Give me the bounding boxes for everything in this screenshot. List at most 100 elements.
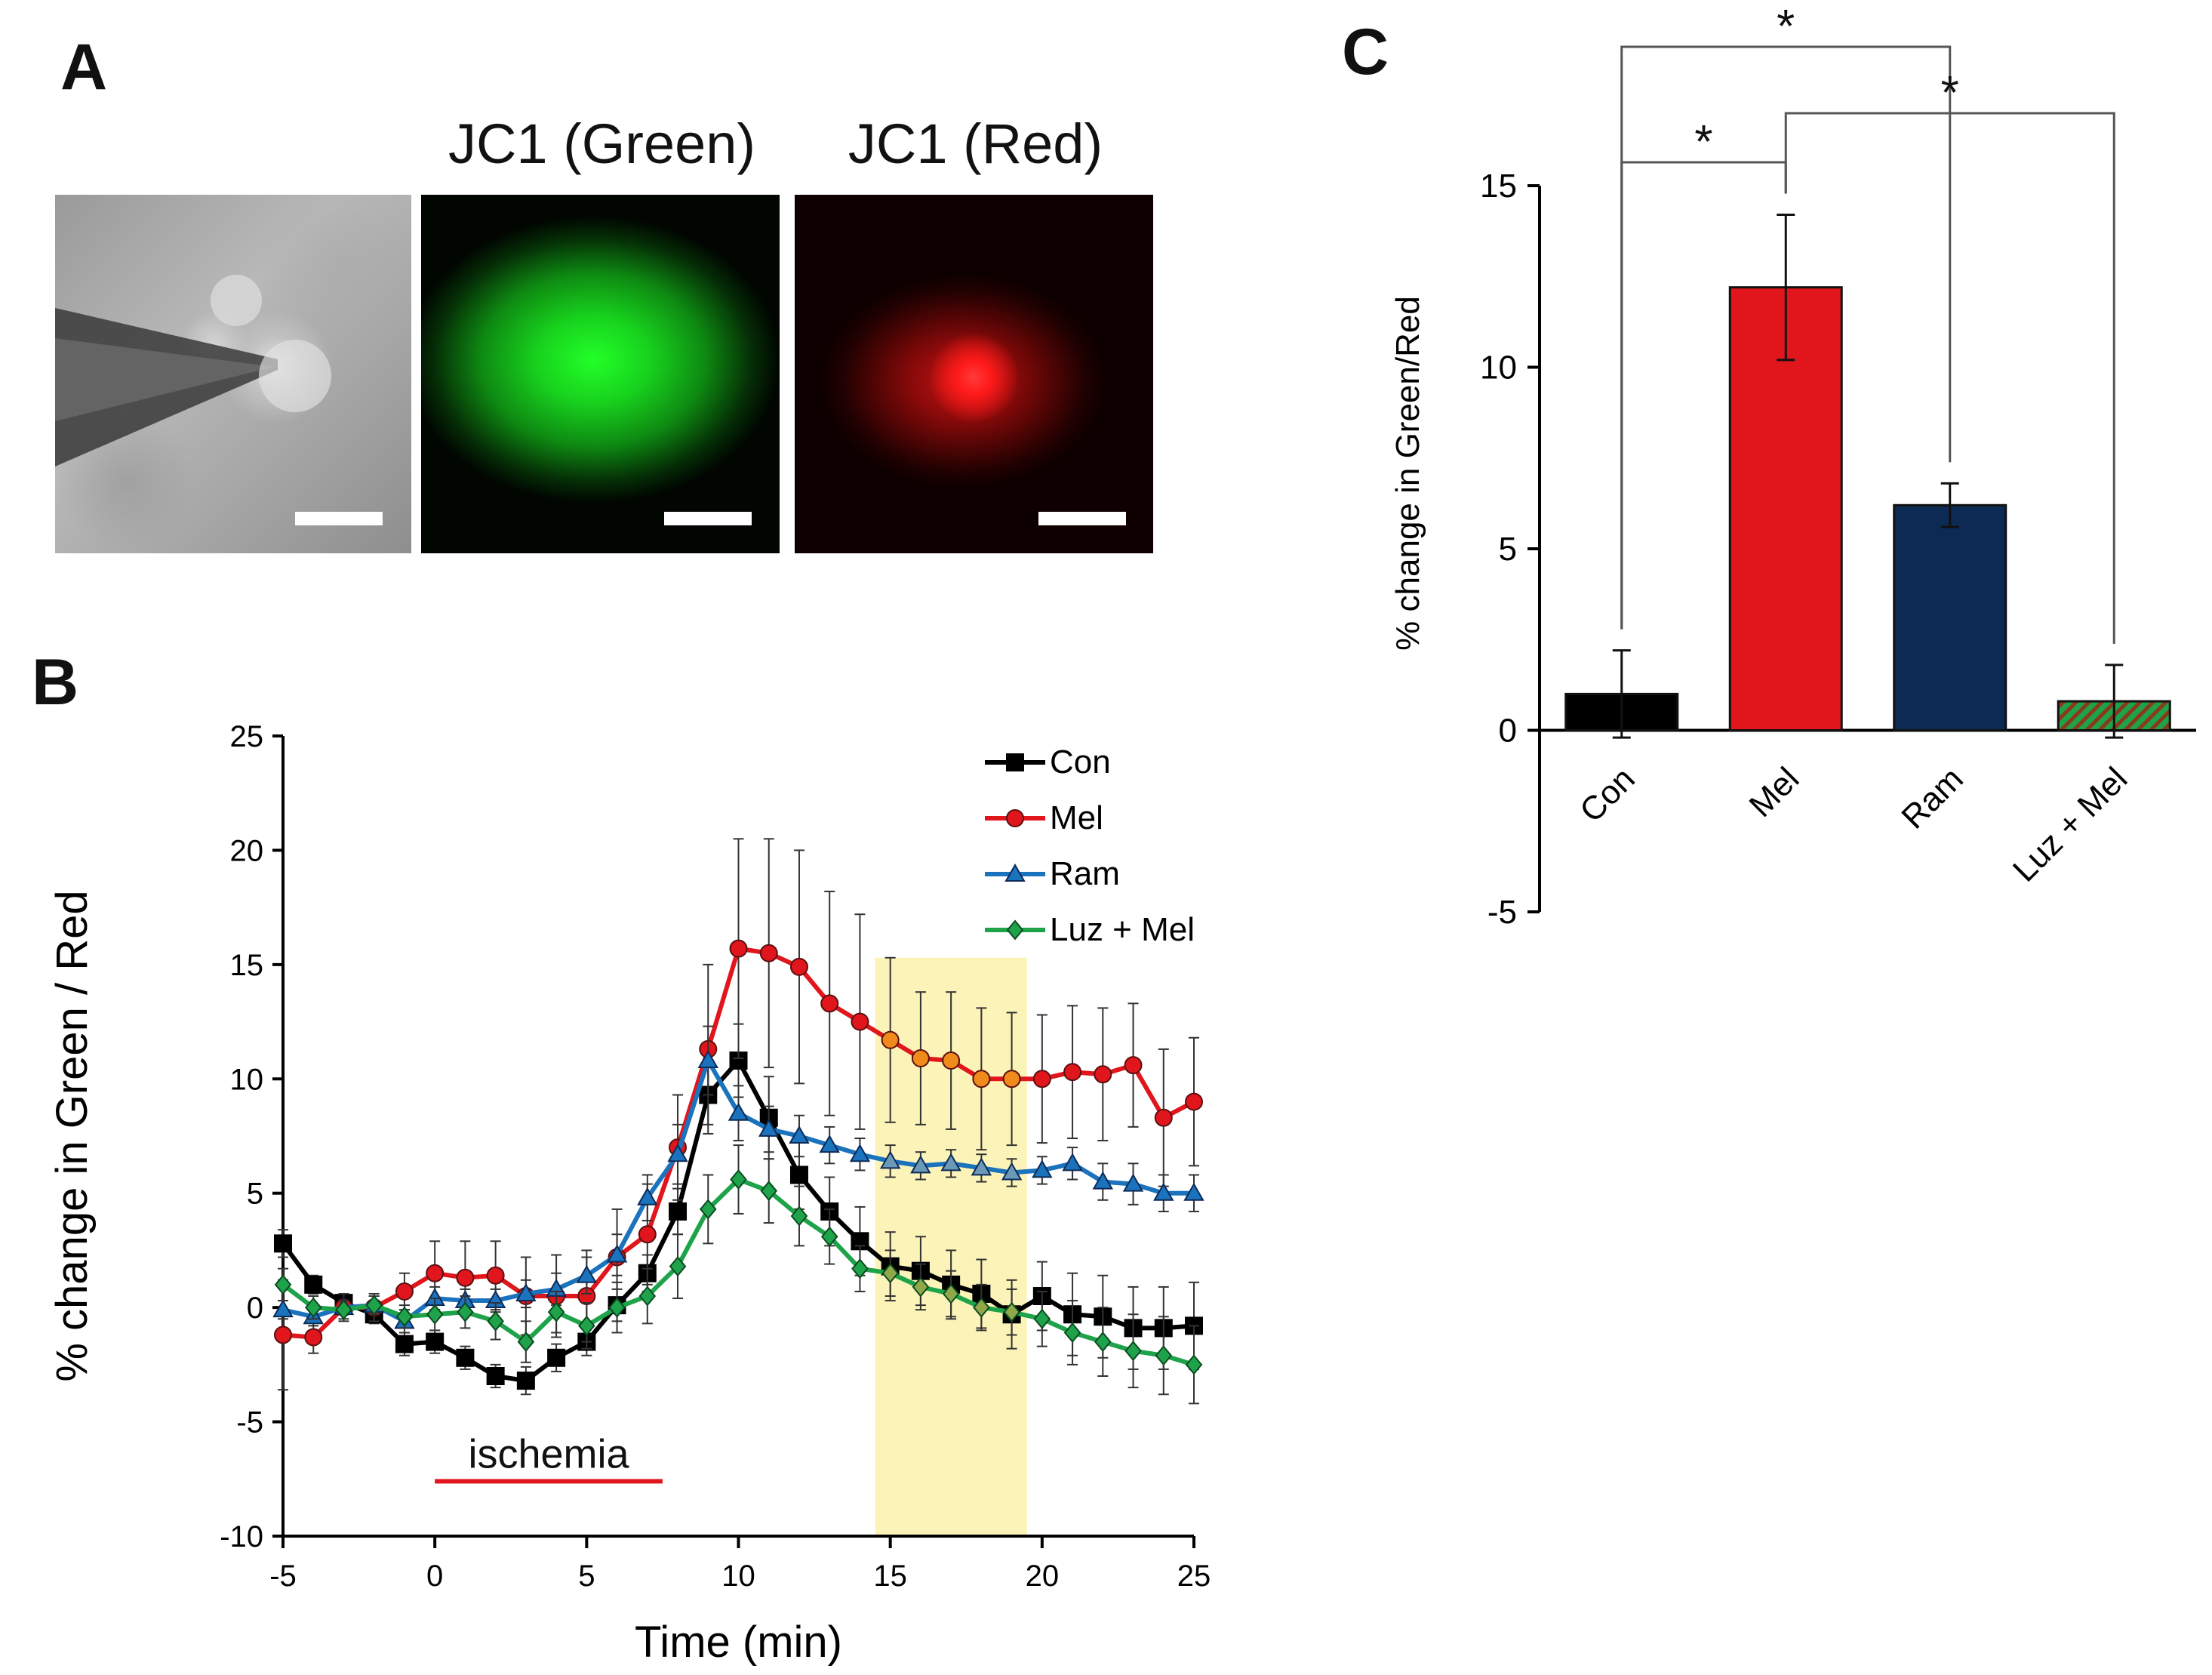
y-tick-label: 15 [230, 949, 264, 982]
data-point [1063, 1063, 1082, 1082]
data-point [760, 1181, 778, 1202]
data-point [911, 1049, 930, 1068]
x-tick-label: -5 [269, 1560, 297, 1593]
data-point [638, 1225, 657, 1244]
x-axis-label: Time (min) [635, 1618, 842, 1667]
x-tick-label: Con [1573, 760, 1642, 830]
data-point [426, 1304, 444, 1325]
data-point [516, 1372, 535, 1390]
significance-star: * [1694, 116, 1712, 168]
legend-label-luzmel: Luz + Mel [1050, 911, 1195, 948]
scale-bar [664, 512, 752, 525]
data-point [942, 1051, 961, 1070]
legend-marker-con [1006, 753, 1024, 771]
data-point [1001, 1162, 1023, 1181]
data-point [426, 1332, 445, 1351]
x-tick-label: 25 [1177, 1560, 1211, 1593]
data-point [547, 1301, 565, 1322]
panel-c-letter: C [1342, 16, 1389, 88]
data-point [274, 1326, 292, 1344]
data-point [395, 1335, 414, 1353]
jc1-green-image [421, 195, 780, 553]
brightfield-image [55, 195, 411, 553]
data-point [881, 1263, 899, 1284]
x-tick-label: 20 [1026, 1560, 1060, 1593]
data-point [486, 1367, 505, 1385]
scale-bar [1038, 512, 1126, 525]
data-point [456, 1268, 475, 1287]
data-point [304, 1297, 322, 1318]
data-point [730, 1168, 747, 1190]
data-point [608, 1297, 626, 1318]
data-point [820, 1226, 838, 1247]
bar-ram_bar [1893, 503, 2007, 732]
y-tick-label: -10 [220, 1520, 263, 1553]
data-point [789, 957, 808, 976]
data-point [942, 1283, 960, 1304]
data-point [971, 1157, 992, 1176]
significance-bracket: * [1784, 67, 2115, 644]
y-tick-label: 10 [1480, 349, 1517, 386]
data-point [789, 1125, 810, 1144]
legend-label-con: Con [1050, 744, 1111, 781]
legend-label-ram: Ram [1050, 855, 1120, 892]
data-point [669, 1256, 687, 1277]
data-point [1122, 1173, 1144, 1192]
data-point [881, 1030, 900, 1049]
data-point [910, 1155, 931, 1174]
data-point [1183, 1182, 1204, 1201]
data-point [699, 1199, 717, 1220]
y-axis-label: % change in Green/Red [1389, 296, 1426, 651]
y-tick-label: 5 [247, 1178, 263, 1211]
data-point [515, 1282, 537, 1301]
data-point [667, 1144, 688, 1162]
legend-marker-mel [1006, 809, 1024, 827]
data-point [669, 1202, 688, 1221]
jc1-red-image [795, 195, 1153, 553]
data-point [547, 1348, 566, 1367]
data-point [365, 1295, 383, 1316]
data-point [758, 1118, 780, 1137]
data-point [1155, 1345, 1173, 1366]
x-tick-label: Mel [1743, 760, 1807, 824]
jc1-green-title: JC1 (Green) [448, 112, 756, 175]
data-point [1032, 1159, 1053, 1178]
bar-mel [1728, 286, 1843, 731]
data-point [729, 939, 748, 958]
x-tick-label: Ram [1894, 760, 1970, 836]
y-tick-label: -5 [236, 1406, 263, 1439]
data-point [972, 1070, 991, 1088]
data-point [1185, 1092, 1203, 1111]
y-tick-label: 20 [230, 834, 264, 867]
y-tick-label: 0 [1499, 713, 1517, 750]
data-point [789, 1165, 808, 1184]
data-point [426, 1264, 445, 1282]
pipette-drawing [55, 275, 331, 466]
x-tick-label: 0 [426, 1560, 443, 1593]
data-point [1124, 1341, 1142, 1362]
chart-c: -5 0 5 10 15 % change in Green/Red Con Mel Ram Lu… [1389, 1, 2196, 931]
y-tick-label: 0 [247, 1292, 263, 1325]
data-point [820, 994, 839, 1013]
data-point [517, 1332, 535, 1353]
y-tick-label: 25 [230, 720, 264, 753]
data-point [457, 1301, 474, 1322]
data-point [638, 1286, 657, 1307]
data-point [940, 1153, 961, 1172]
series-luzmel [274, 1144, 1203, 1405]
y-axis-label: % change in Green / Red [48, 890, 97, 1381]
x-tick-label: 15 [873, 1560, 907, 1593]
panel-b-letter: B [32, 646, 79, 719]
data-point [487, 1310, 504, 1332]
data-point [1063, 1322, 1081, 1344]
data-point [1002, 1070, 1021, 1088]
data-point [456, 1348, 475, 1367]
data-point [395, 1306, 414, 1327]
data-point [606, 1244, 628, 1263]
scale-bar [295, 512, 383, 525]
data-point [1154, 1108, 1173, 1127]
data-point [1153, 1182, 1174, 1201]
x-tick-label: 5 [578, 1560, 595, 1593]
data-point [395, 1282, 414, 1301]
